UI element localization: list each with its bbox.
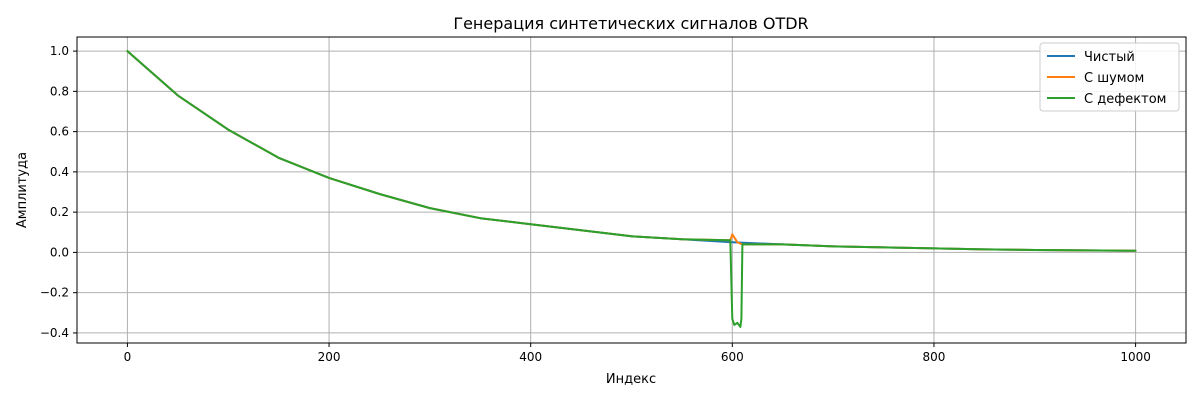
x-tick-label: 0 <box>124 350 132 364</box>
y-tick-label: 0.0 <box>50 245 69 259</box>
legend-label-clean: Чистый <box>1084 50 1135 65</box>
series-line-defect <box>126 50 1137 328</box>
chart-title: Генерация синтетических сигналов OTDR <box>453 14 808 33</box>
x-tick-label: 400 <box>519 350 542 364</box>
legend-label-noisy: С шумом <box>1084 71 1144 86</box>
y-tick-label: 0.2 <box>50 205 69 219</box>
y-tick-label: 0.6 <box>50 125 69 139</box>
x-tick-label: 800 <box>923 350 946 364</box>
x-tick-label: 1000 <box>1120 350 1151 364</box>
x-tick-label: 600 <box>721 350 744 364</box>
legend: Чистый С шумом С дефектом <box>1039 42 1180 112</box>
legend-box <box>1039 42 1180 112</box>
y-tick-label: 1.0 <box>50 44 69 58</box>
y-tick-label: 0.4 <box>50 165 69 179</box>
y-tick-label: 0.8 <box>50 84 69 98</box>
x-tick-label: 200 <box>318 350 341 364</box>
legend-label-defect: С дефектом <box>1084 92 1167 107</box>
x-axis-label: Индекс <box>606 372 656 387</box>
plot-lines <box>126 50 1137 328</box>
y-tick-label: −0.4 <box>40 326 69 340</box>
axis-ticks: 0 200 400 600 800 1000 −0.4 −0.2 0.0 0.2 0.4 0.6 0.8… <box>40 44 1151 364</box>
y-tick-label: −0.2 <box>40 286 69 300</box>
plot-frame <box>76 36 1187 344</box>
y-axis-label: Амплитуда <box>15 152 30 228</box>
